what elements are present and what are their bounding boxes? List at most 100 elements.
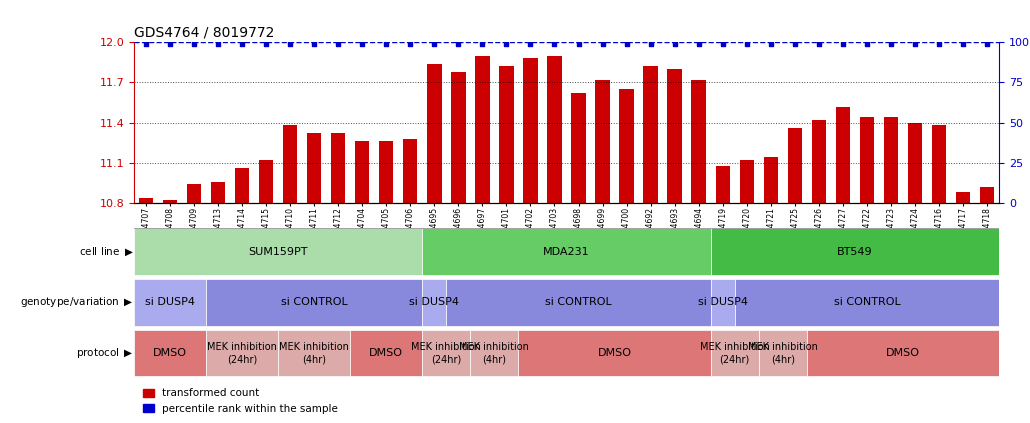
- Bar: [572, 93, 586, 203]
- Bar: [500, 66, 514, 203]
- Text: si DUSP4: si DUSP4: [697, 297, 748, 308]
- Bar: [619, 89, 633, 203]
- Text: cell line $\blacktriangleright$: cell line $\blacktriangleright$: [78, 245, 134, 258]
- Point: [499, 41, 515, 47]
- Text: si CONTROL: si CONTROL: [281, 297, 347, 308]
- Text: si CONTROL: si CONTROL: [833, 297, 900, 308]
- Point: [618, 41, 634, 47]
- Point: [450, 41, 467, 47]
- Bar: [523, 58, 538, 203]
- Bar: [595, 80, 610, 203]
- Bar: [307, 133, 321, 203]
- Bar: [186, 184, 201, 203]
- FancyBboxPatch shape: [446, 279, 711, 326]
- Point: [571, 41, 587, 47]
- Point: [330, 41, 346, 47]
- Point: [834, 41, 851, 47]
- Point: [185, 41, 202, 47]
- Point: [594, 41, 611, 47]
- Point: [402, 41, 418, 47]
- FancyBboxPatch shape: [711, 228, 999, 275]
- FancyBboxPatch shape: [422, 279, 446, 326]
- Bar: [163, 201, 177, 203]
- Point: [474, 41, 490, 47]
- FancyBboxPatch shape: [206, 279, 422, 326]
- Bar: [956, 192, 970, 203]
- Point: [546, 41, 562, 47]
- Point: [138, 41, 154, 47]
- Bar: [139, 198, 153, 203]
- FancyBboxPatch shape: [518, 330, 711, 376]
- Point: [787, 41, 803, 47]
- Bar: [763, 157, 778, 203]
- Point: [666, 41, 683, 47]
- Text: MEK inhibition
(24hr): MEK inhibition (24hr): [207, 342, 277, 364]
- Text: si DUSP4: si DUSP4: [145, 297, 195, 308]
- Point: [978, 41, 995, 47]
- Text: DMSO: DMSO: [597, 348, 631, 358]
- Bar: [259, 160, 273, 203]
- Point: [762, 41, 779, 47]
- Text: DMSO: DMSO: [369, 348, 404, 358]
- Bar: [331, 133, 345, 203]
- Legend: transformed count, percentile rank within the sample: transformed count, percentile rank withi…: [139, 384, 342, 418]
- Point: [426, 41, 443, 47]
- Bar: [691, 80, 706, 203]
- FancyBboxPatch shape: [134, 228, 422, 275]
- Text: genotype/variation $\blacktriangleright$: genotype/variation $\blacktriangleright$: [21, 295, 134, 310]
- Point: [378, 41, 394, 47]
- FancyBboxPatch shape: [422, 330, 471, 376]
- Point: [739, 41, 755, 47]
- Point: [234, 41, 250, 47]
- Point: [955, 41, 971, 47]
- Text: DMSO: DMSO: [152, 348, 187, 358]
- Bar: [932, 125, 947, 203]
- Bar: [211, 181, 226, 203]
- Point: [258, 41, 274, 47]
- Text: MEK inhibition
(24hr): MEK inhibition (24hr): [699, 342, 769, 364]
- Bar: [475, 56, 489, 203]
- Bar: [884, 117, 898, 203]
- Point: [931, 41, 948, 47]
- Text: protocol $\blacktriangleright$: protocol $\blacktriangleright$: [76, 346, 134, 360]
- Point: [883, 41, 899, 47]
- Bar: [788, 128, 802, 203]
- Text: SUM159PT: SUM159PT: [248, 247, 308, 257]
- FancyBboxPatch shape: [134, 330, 206, 376]
- Point: [906, 41, 923, 47]
- Point: [282, 41, 299, 47]
- Bar: [379, 141, 393, 203]
- Text: DMSO: DMSO: [886, 348, 920, 358]
- Text: MEK inhibition
(4hr): MEK inhibition (4hr): [748, 342, 818, 364]
- Point: [715, 41, 731, 47]
- Bar: [235, 168, 249, 203]
- Bar: [403, 139, 417, 203]
- Bar: [980, 187, 994, 203]
- Bar: [740, 160, 754, 203]
- Bar: [427, 64, 442, 203]
- Bar: [812, 120, 826, 203]
- Text: BT549: BT549: [837, 247, 872, 257]
- Point: [354, 41, 371, 47]
- FancyBboxPatch shape: [471, 330, 518, 376]
- Text: MEK inhibition
(24hr): MEK inhibition (24hr): [411, 342, 481, 364]
- FancyBboxPatch shape: [278, 330, 350, 376]
- Text: MDA231: MDA231: [543, 247, 590, 257]
- FancyBboxPatch shape: [711, 330, 759, 376]
- FancyBboxPatch shape: [206, 330, 278, 376]
- Bar: [355, 141, 370, 203]
- Bar: [716, 165, 730, 203]
- Bar: [283, 125, 298, 203]
- Point: [306, 41, 322, 47]
- Bar: [907, 123, 922, 203]
- FancyBboxPatch shape: [711, 279, 734, 326]
- Text: si CONTROL: si CONTROL: [545, 297, 612, 308]
- Point: [811, 41, 827, 47]
- Point: [522, 41, 539, 47]
- Point: [859, 41, 876, 47]
- Text: GDS4764 / 8019772: GDS4764 / 8019772: [134, 26, 274, 40]
- Bar: [547, 56, 561, 203]
- FancyBboxPatch shape: [350, 330, 422, 376]
- FancyBboxPatch shape: [422, 228, 711, 275]
- Text: si DUSP4: si DUSP4: [409, 297, 459, 308]
